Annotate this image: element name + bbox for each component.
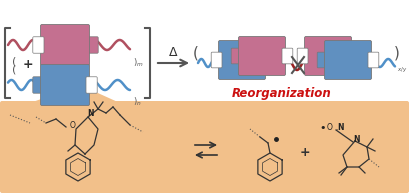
FancyBboxPatch shape bbox=[0, 101, 409, 193]
Text: N: N bbox=[353, 135, 359, 144]
FancyBboxPatch shape bbox=[40, 64, 90, 106]
Text: N: N bbox=[337, 124, 343, 133]
Text: Reorganization: Reorganization bbox=[232, 86, 332, 100]
FancyBboxPatch shape bbox=[86, 37, 98, 53]
FancyBboxPatch shape bbox=[348, 48, 360, 64]
FancyBboxPatch shape bbox=[238, 36, 285, 75]
Text: $_{x/y}$: $_{x/y}$ bbox=[397, 65, 407, 75]
Text: +: + bbox=[300, 146, 310, 159]
FancyBboxPatch shape bbox=[297, 48, 308, 64]
FancyBboxPatch shape bbox=[262, 52, 274, 68]
FancyBboxPatch shape bbox=[304, 36, 351, 75]
Text: $\mathit{\Delta}$: $\mathit{\Delta}$ bbox=[168, 47, 178, 59]
FancyBboxPatch shape bbox=[324, 41, 371, 80]
FancyBboxPatch shape bbox=[231, 48, 243, 64]
Text: (: ( bbox=[193, 46, 199, 60]
Text: )$_n$: )$_n$ bbox=[133, 96, 142, 108]
Text: )$_m$: )$_m$ bbox=[133, 57, 144, 69]
FancyBboxPatch shape bbox=[40, 25, 90, 65]
FancyBboxPatch shape bbox=[218, 41, 265, 80]
Text: O: O bbox=[327, 124, 333, 133]
Text: N: N bbox=[87, 109, 93, 119]
FancyBboxPatch shape bbox=[86, 77, 97, 93]
FancyBboxPatch shape bbox=[33, 37, 44, 53]
FancyBboxPatch shape bbox=[33, 77, 45, 93]
FancyBboxPatch shape bbox=[282, 48, 293, 64]
Text: +: + bbox=[22, 58, 33, 71]
Text: ): ) bbox=[394, 46, 400, 60]
FancyBboxPatch shape bbox=[211, 52, 222, 68]
FancyBboxPatch shape bbox=[368, 52, 379, 68]
Text: •: • bbox=[320, 123, 326, 133]
FancyBboxPatch shape bbox=[317, 52, 329, 68]
Text: (: ( bbox=[12, 57, 16, 67]
Text: (: ( bbox=[12, 65, 16, 75]
Text: O: O bbox=[70, 120, 76, 130]
Polygon shape bbox=[30, 85, 120, 103]
Text: ·: · bbox=[335, 127, 337, 133]
